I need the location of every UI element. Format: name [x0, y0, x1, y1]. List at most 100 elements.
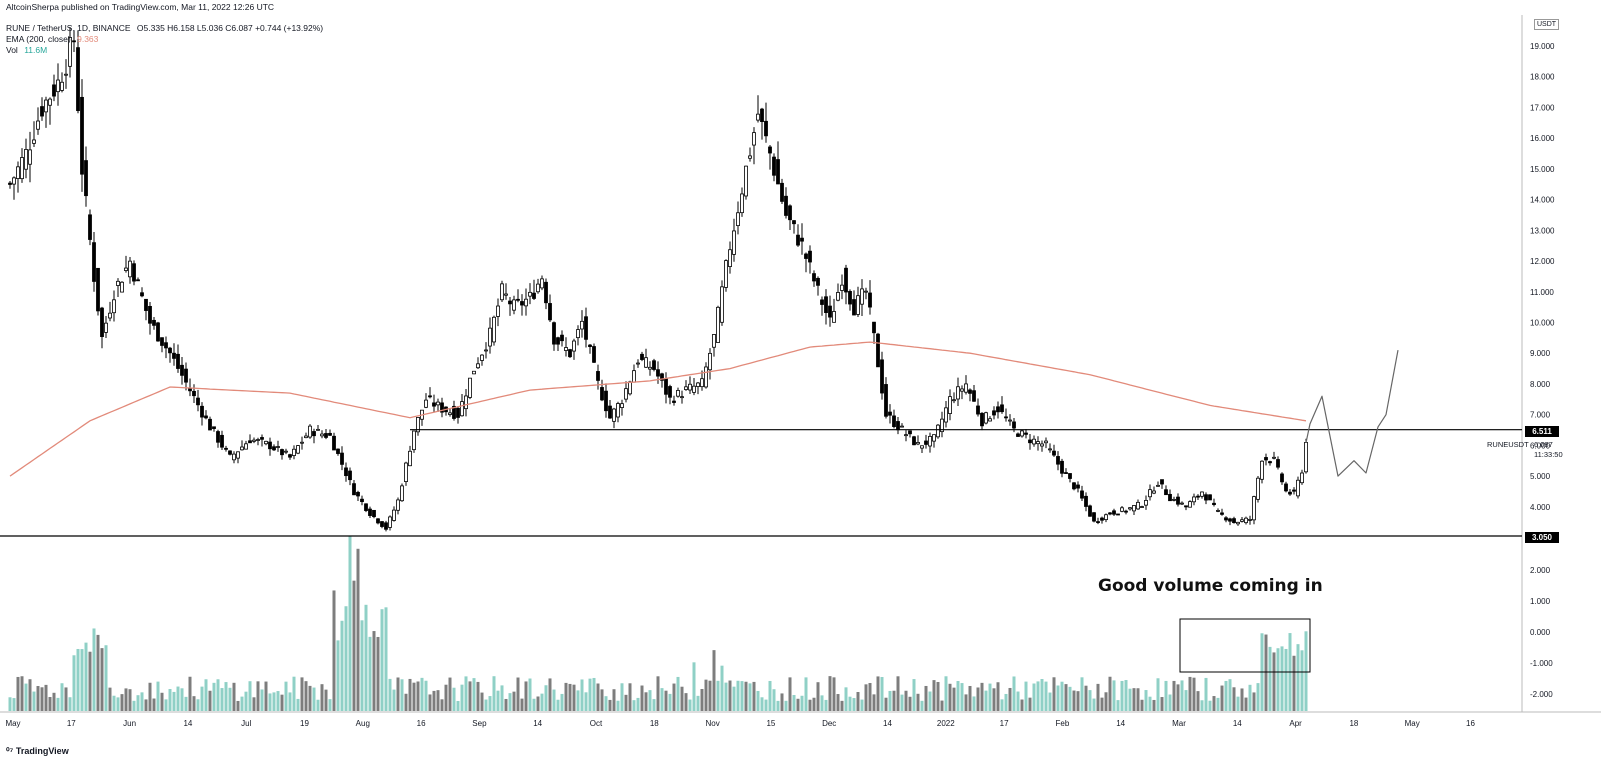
volume-bar	[528, 678, 532, 711]
candle-body	[968, 389, 972, 394]
volume-bar	[252, 697, 256, 711]
candle-body	[612, 408, 616, 422]
candle-body	[804, 253, 808, 259]
volume-bar	[620, 683, 624, 711]
candle-body	[560, 334, 564, 342]
candle-body	[592, 346, 596, 363]
candle-body	[792, 220, 796, 225]
volume-bar	[444, 684, 448, 711]
volume-bar	[320, 684, 324, 711]
volume-bar	[1292, 655, 1296, 711]
volume-bar	[640, 685, 644, 711]
volume-bar	[908, 696, 912, 711]
candle-body	[948, 396, 952, 414]
volume-bar	[264, 681, 268, 711]
candle-body	[1116, 513, 1120, 516]
candle-body	[524, 298, 528, 307]
candle-body	[416, 417, 420, 433]
candle-body	[516, 298, 520, 301]
candle-body	[696, 382, 700, 387]
price-tick-label: 19.000	[1530, 42, 1555, 51]
volume-bar	[632, 700, 636, 711]
candle-body	[796, 234, 800, 246]
candle-body	[252, 439, 256, 442]
candle-body	[116, 280, 120, 286]
volume-bar	[1104, 692, 1108, 711]
volume-bar	[860, 699, 864, 711]
volume-bar	[716, 680, 720, 711]
candle-body	[196, 397, 200, 406]
volume-bar	[408, 678, 412, 711]
volume-bar	[364, 604, 368, 711]
volume-bar	[776, 700, 780, 711]
volume-bar	[820, 695, 824, 711]
candle-body	[1152, 490, 1156, 494]
candle-body	[44, 99, 48, 113]
candle-body	[1292, 489, 1296, 492]
volume-bar	[224, 682, 228, 711]
volume-bar	[548, 678, 552, 711]
volume-tick-label: 1.000	[1530, 597, 1551, 606]
volume-bar	[452, 687, 456, 711]
candle-body	[644, 357, 648, 368]
candle-body	[36, 120, 40, 130]
candle-body	[464, 395, 468, 410]
volume-bar	[420, 677, 424, 711]
time-tick-label: May	[5, 719, 20, 728]
candle-body	[1052, 450, 1056, 456]
symbol-title: RUNE / TetherUS, 1D, BINANCE	[6, 23, 131, 33]
candle-body	[212, 426, 216, 429]
candle-body	[296, 445, 300, 454]
volume-bar	[220, 688, 224, 711]
volume-bar	[1100, 697, 1104, 711]
time-tick-label: 14	[883, 719, 892, 728]
volume-bar	[896, 676, 900, 711]
volume-bar	[956, 681, 960, 711]
candle-body	[952, 399, 956, 402]
candle-body	[1028, 439, 1032, 444]
volume-bar	[60, 683, 64, 711]
volume-bar	[204, 679, 208, 711]
currency-button[interactable]: USDT	[1534, 19, 1560, 30]
volume-bar	[596, 683, 600, 711]
projection-path	[1305, 349, 1399, 477]
volume-bar	[20, 676, 24, 711]
volume-bar	[1196, 691, 1200, 711]
candle-body	[920, 445, 924, 449]
volume-bar	[600, 689, 604, 711]
volume-bar	[68, 697, 72, 711]
candle-body	[12, 177, 16, 185]
volume-bar	[28, 679, 32, 711]
volume-bar	[276, 691, 280, 711]
volume-bar	[964, 694, 968, 711]
price-tick-label: 11.000	[1530, 288, 1554, 297]
volume-bar	[1284, 648, 1288, 711]
volume-bar	[784, 700, 788, 711]
ema-legend: EMA (200, close) 9.363	[6, 34, 102, 44]
vol-label: Vol	[6, 45, 18, 55]
volume-bar	[316, 699, 320, 711]
candle-body	[1284, 483, 1288, 492]
candle-body	[456, 407, 460, 418]
time-tick-label: 15	[766, 719, 775, 728]
candle-body	[120, 281, 124, 293]
volume-bar	[348, 536, 352, 711]
candle-body	[1100, 517, 1104, 521]
volume-bar	[96, 634, 100, 711]
candle-body	[672, 400, 676, 403]
candle-body	[772, 156, 776, 176]
candle-body	[880, 359, 884, 394]
candle-body	[480, 354, 484, 361]
volume-bar	[16, 676, 20, 711]
volume-bar	[360, 620, 364, 711]
price-tick-label: 16.000	[1530, 134, 1555, 143]
volume-bar	[880, 677, 884, 711]
volume-bar	[1180, 680, 1184, 711]
volume-bar	[372, 631, 376, 711]
volume-bar	[764, 699, 768, 711]
volume-bar	[772, 689, 776, 711]
volume-bar	[580, 679, 584, 711]
candle-body	[112, 299, 116, 314]
candle-body	[128, 260, 132, 278]
